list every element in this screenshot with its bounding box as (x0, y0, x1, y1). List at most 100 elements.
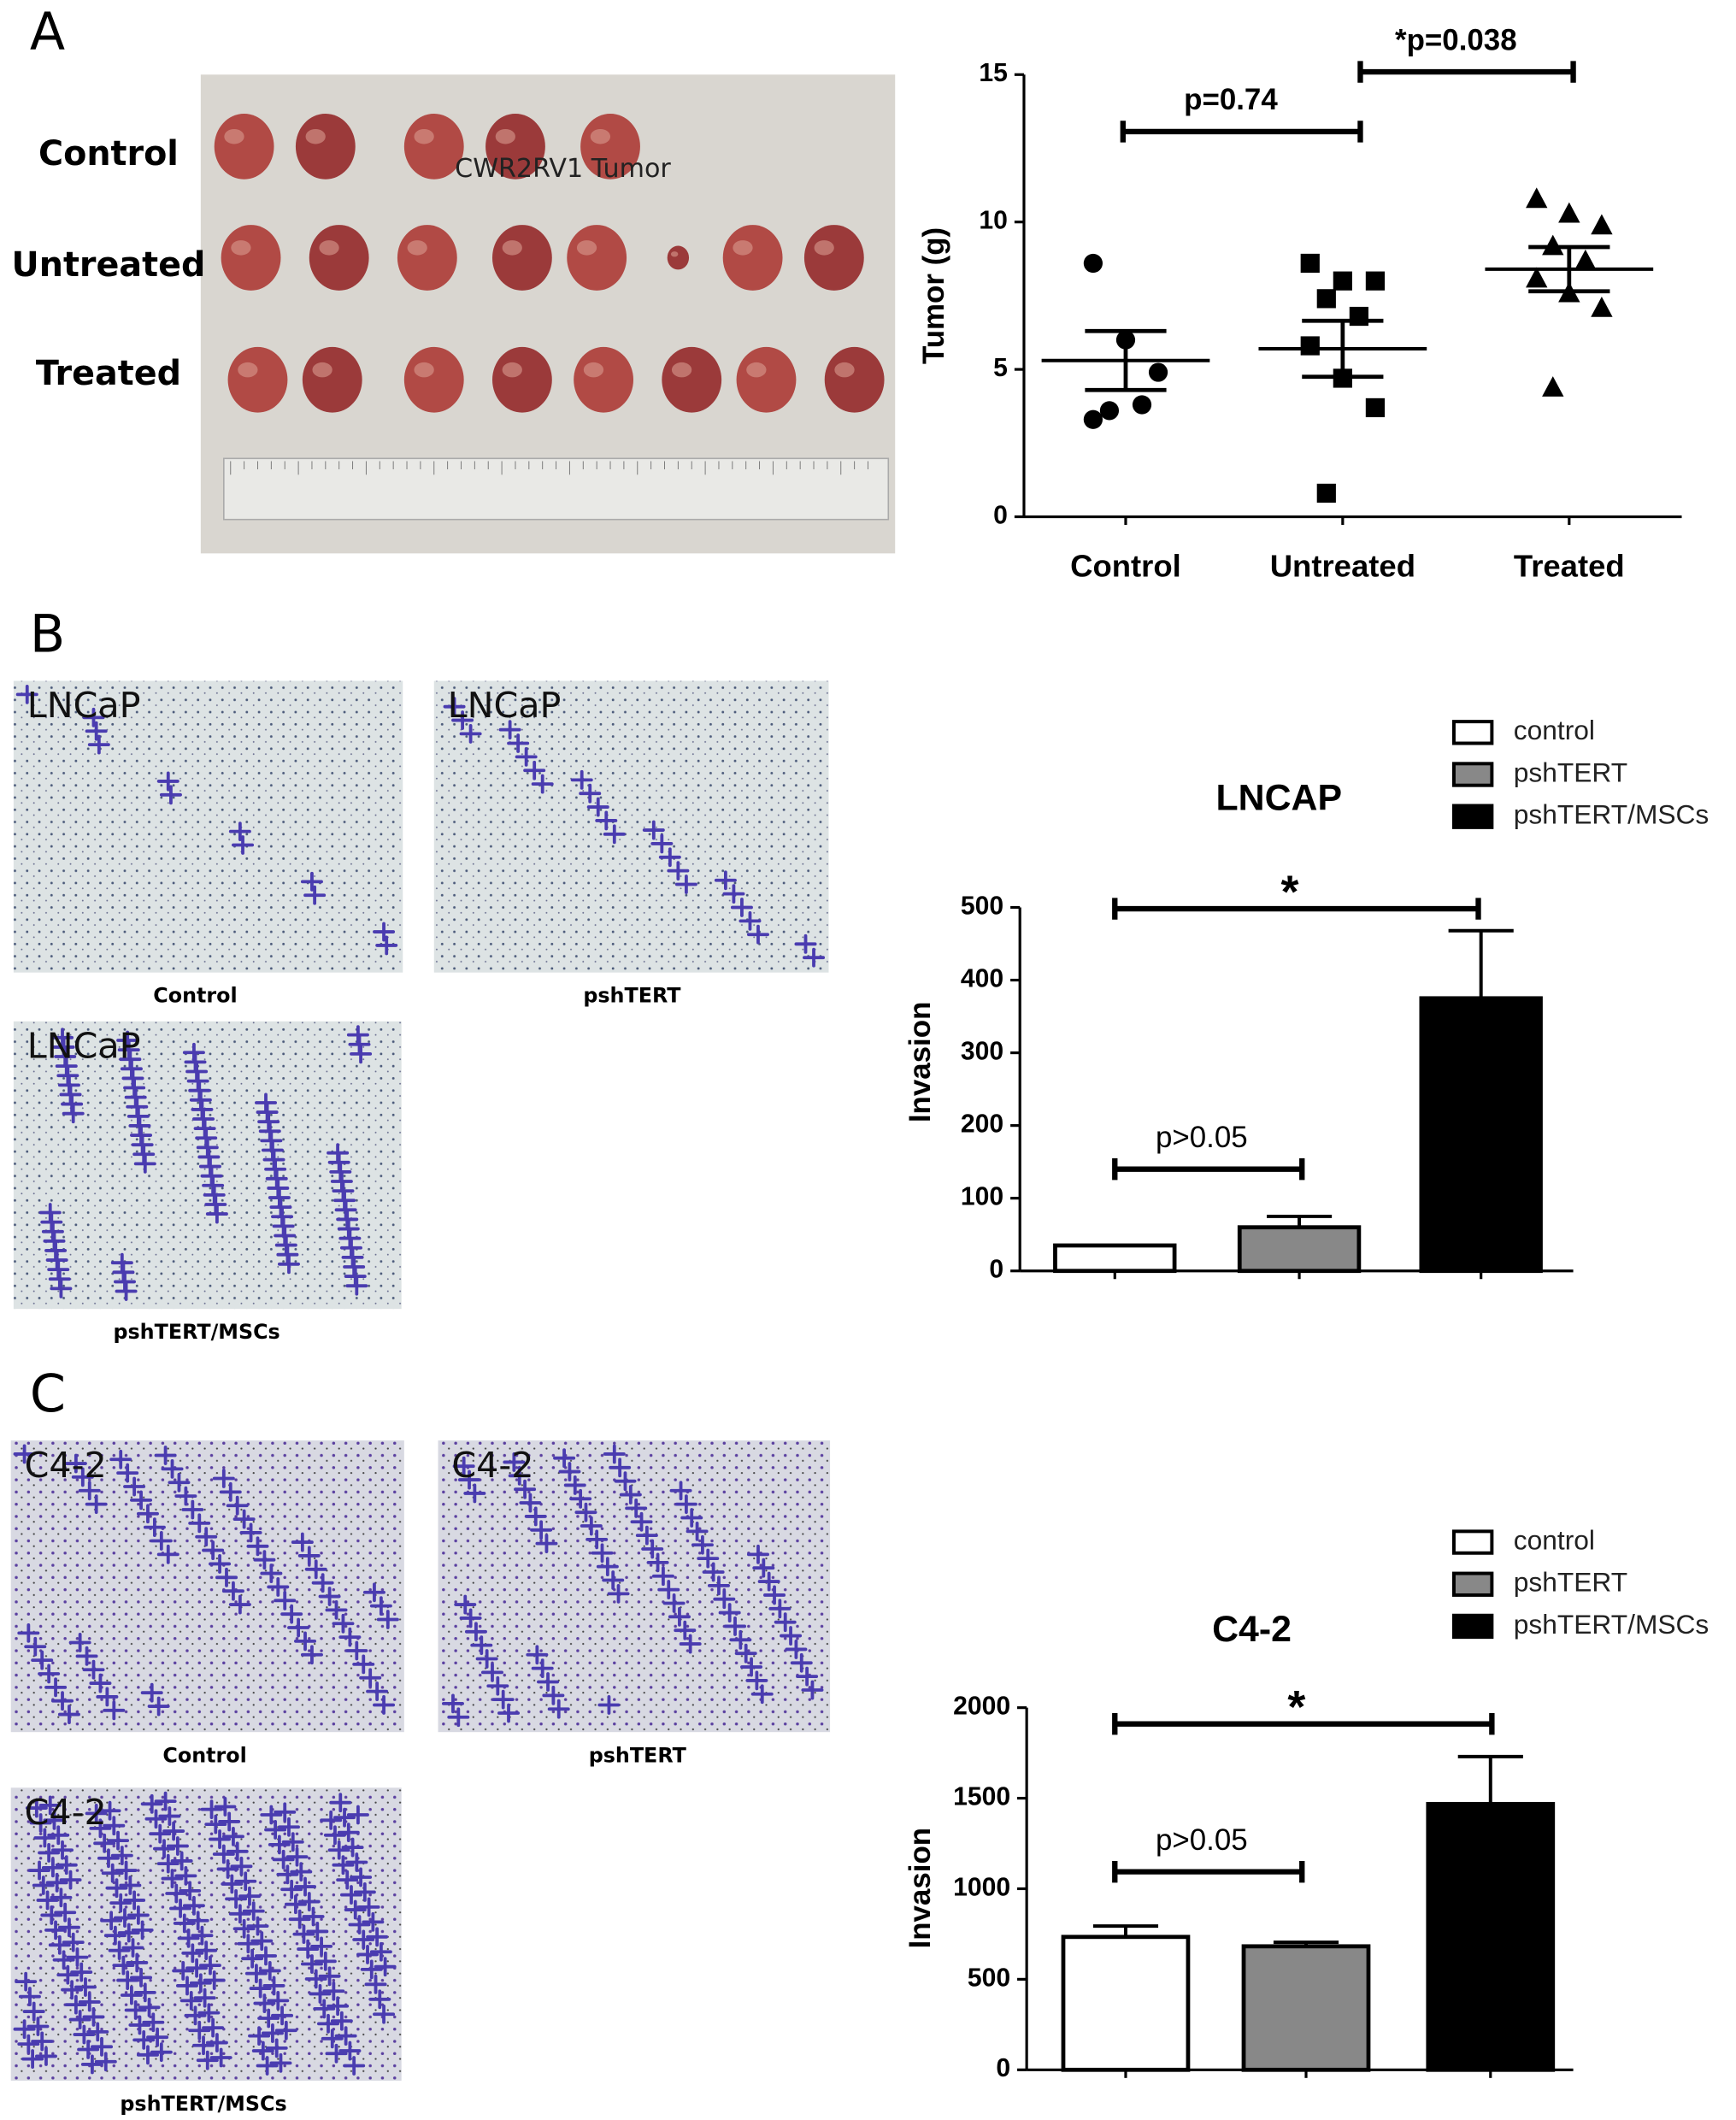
cell (218, 1811, 241, 1832)
cell (507, 733, 530, 753)
cell (234, 1871, 257, 1892)
cell (569, 1488, 592, 1509)
cell (325, 2043, 348, 2064)
cell (254, 1946, 278, 1966)
data-point (1558, 202, 1580, 223)
cell (142, 2012, 165, 2033)
cell (558, 1462, 581, 1481)
cell (101, 1863, 124, 1883)
micrograph-caption: pshTERT/MSCs (113, 1320, 280, 1344)
cell (318, 1966, 341, 1987)
micrograph-label: C4-2 (25, 1792, 107, 1833)
cell (491, 1689, 515, 1710)
cell (291, 1532, 314, 1552)
cell (55, 1855, 78, 1876)
y-tick-label: 500 (961, 892, 1003, 920)
tumor (309, 225, 369, 291)
tumor-highlight (238, 362, 258, 378)
cell (54, 1902, 77, 1923)
cell (82, 1659, 105, 1680)
cell (29, 1813, 52, 1833)
data-point (1365, 398, 1386, 418)
cell (597, 1695, 621, 1715)
cell (668, 1606, 691, 1627)
y-tick-label: 1000 (953, 1873, 1010, 1901)
cell (188, 1513, 211, 1534)
tumor (485, 113, 545, 180)
data-point (1526, 267, 1548, 288)
cell (268, 1834, 291, 1855)
cell (154, 1446, 177, 1465)
cell (128, 2015, 151, 2035)
cell (130, 1967, 153, 1988)
cell (309, 1984, 332, 2004)
cell (329, 1793, 352, 1813)
cell (353, 1882, 376, 1902)
cell (195, 1527, 218, 1547)
cell (280, 1879, 303, 1899)
cell (116, 1970, 139, 1990)
cell (300, 871, 323, 892)
cell (89, 1818, 112, 1839)
cell (203, 1970, 226, 1990)
cell (132, 2029, 156, 2050)
annotation: * (1287, 1681, 1305, 1733)
panel-letter: A (30, 3, 65, 62)
x-tick-label: Treated (1514, 548, 1625, 583)
cell (591, 1543, 614, 1564)
legend-label: pshTERT/MSCs (1514, 1609, 1710, 1640)
legend-swatch (1451, 762, 1494, 787)
cell (277, 1817, 300, 1837)
cell (192, 2035, 215, 2056)
cell (184, 2005, 207, 2026)
tumor (824, 346, 885, 413)
cell (38, 1664, 61, 1684)
cell (103, 1816, 126, 1836)
cell (123, 1476, 146, 1497)
cell (362, 1582, 385, 1603)
cell (441, 1693, 464, 1714)
cell (603, 824, 626, 845)
cell (28, 1860, 51, 1881)
cell (297, 1892, 321, 1911)
cell (452, 1456, 475, 1476)
cell (169, 1899, 192, 1918)
tumor (397, 225, 457, 291)
y-tick-label: 2000 (953, 1693, 1010, 1721)
cell (300, 1645, 323, 1665)
cell (127, 1905, 150, 1925)
cell (258, 1961, 281, 1981)
cell (26, 2017, 50, 2036)
micrograph-caption: Control (162, 1743, 246, 1767)
cell (352, 1654, 375, 1675)
tumor-highlight (224, 129, 244, 144)
cell (794, 933, 817, 954)
cell (57, 1705, 80, 1725)
tumor (667, 245, 690, 270)
cell (204, 1814, 227, 1834)
cell (77, 2040, 100, 2059)
cell (674, 874, 697, 894)
cell (115, 1860, 138, 1881)
cell (123, 1890, 146, 1911)
cell (161, 1458, 184, 1479)
cell (48, 1934, 71, 1955)
cell (714, 870, 737, 891)
cell (262, 1976, 285, 1996)
cell (226, 1495, 249, 1516)
cell (130, 1490, 153, 1510)
cell (209, 1554, 232, 1574)
cell (168, 1472, 191, 1493)
cell (253, 1993, 276, 2013)
cell (181, 1943, 204, 1964)
cell (147, 1696, 170, 1717)
cell (52, 1950, 75, 1970)
cell (366, 1681, 389, 1702)
tumor (403, 346, 464, 413)
cell (373, 1695, 396, 1715)
cell (607, 1583, 630, 1604)
cell (276, 1864, 299, 1885)
cell (531, 1658, 554, 1679)
cell (140, 1793, 163, 1814)
cell (375, 935, 398, 956)
